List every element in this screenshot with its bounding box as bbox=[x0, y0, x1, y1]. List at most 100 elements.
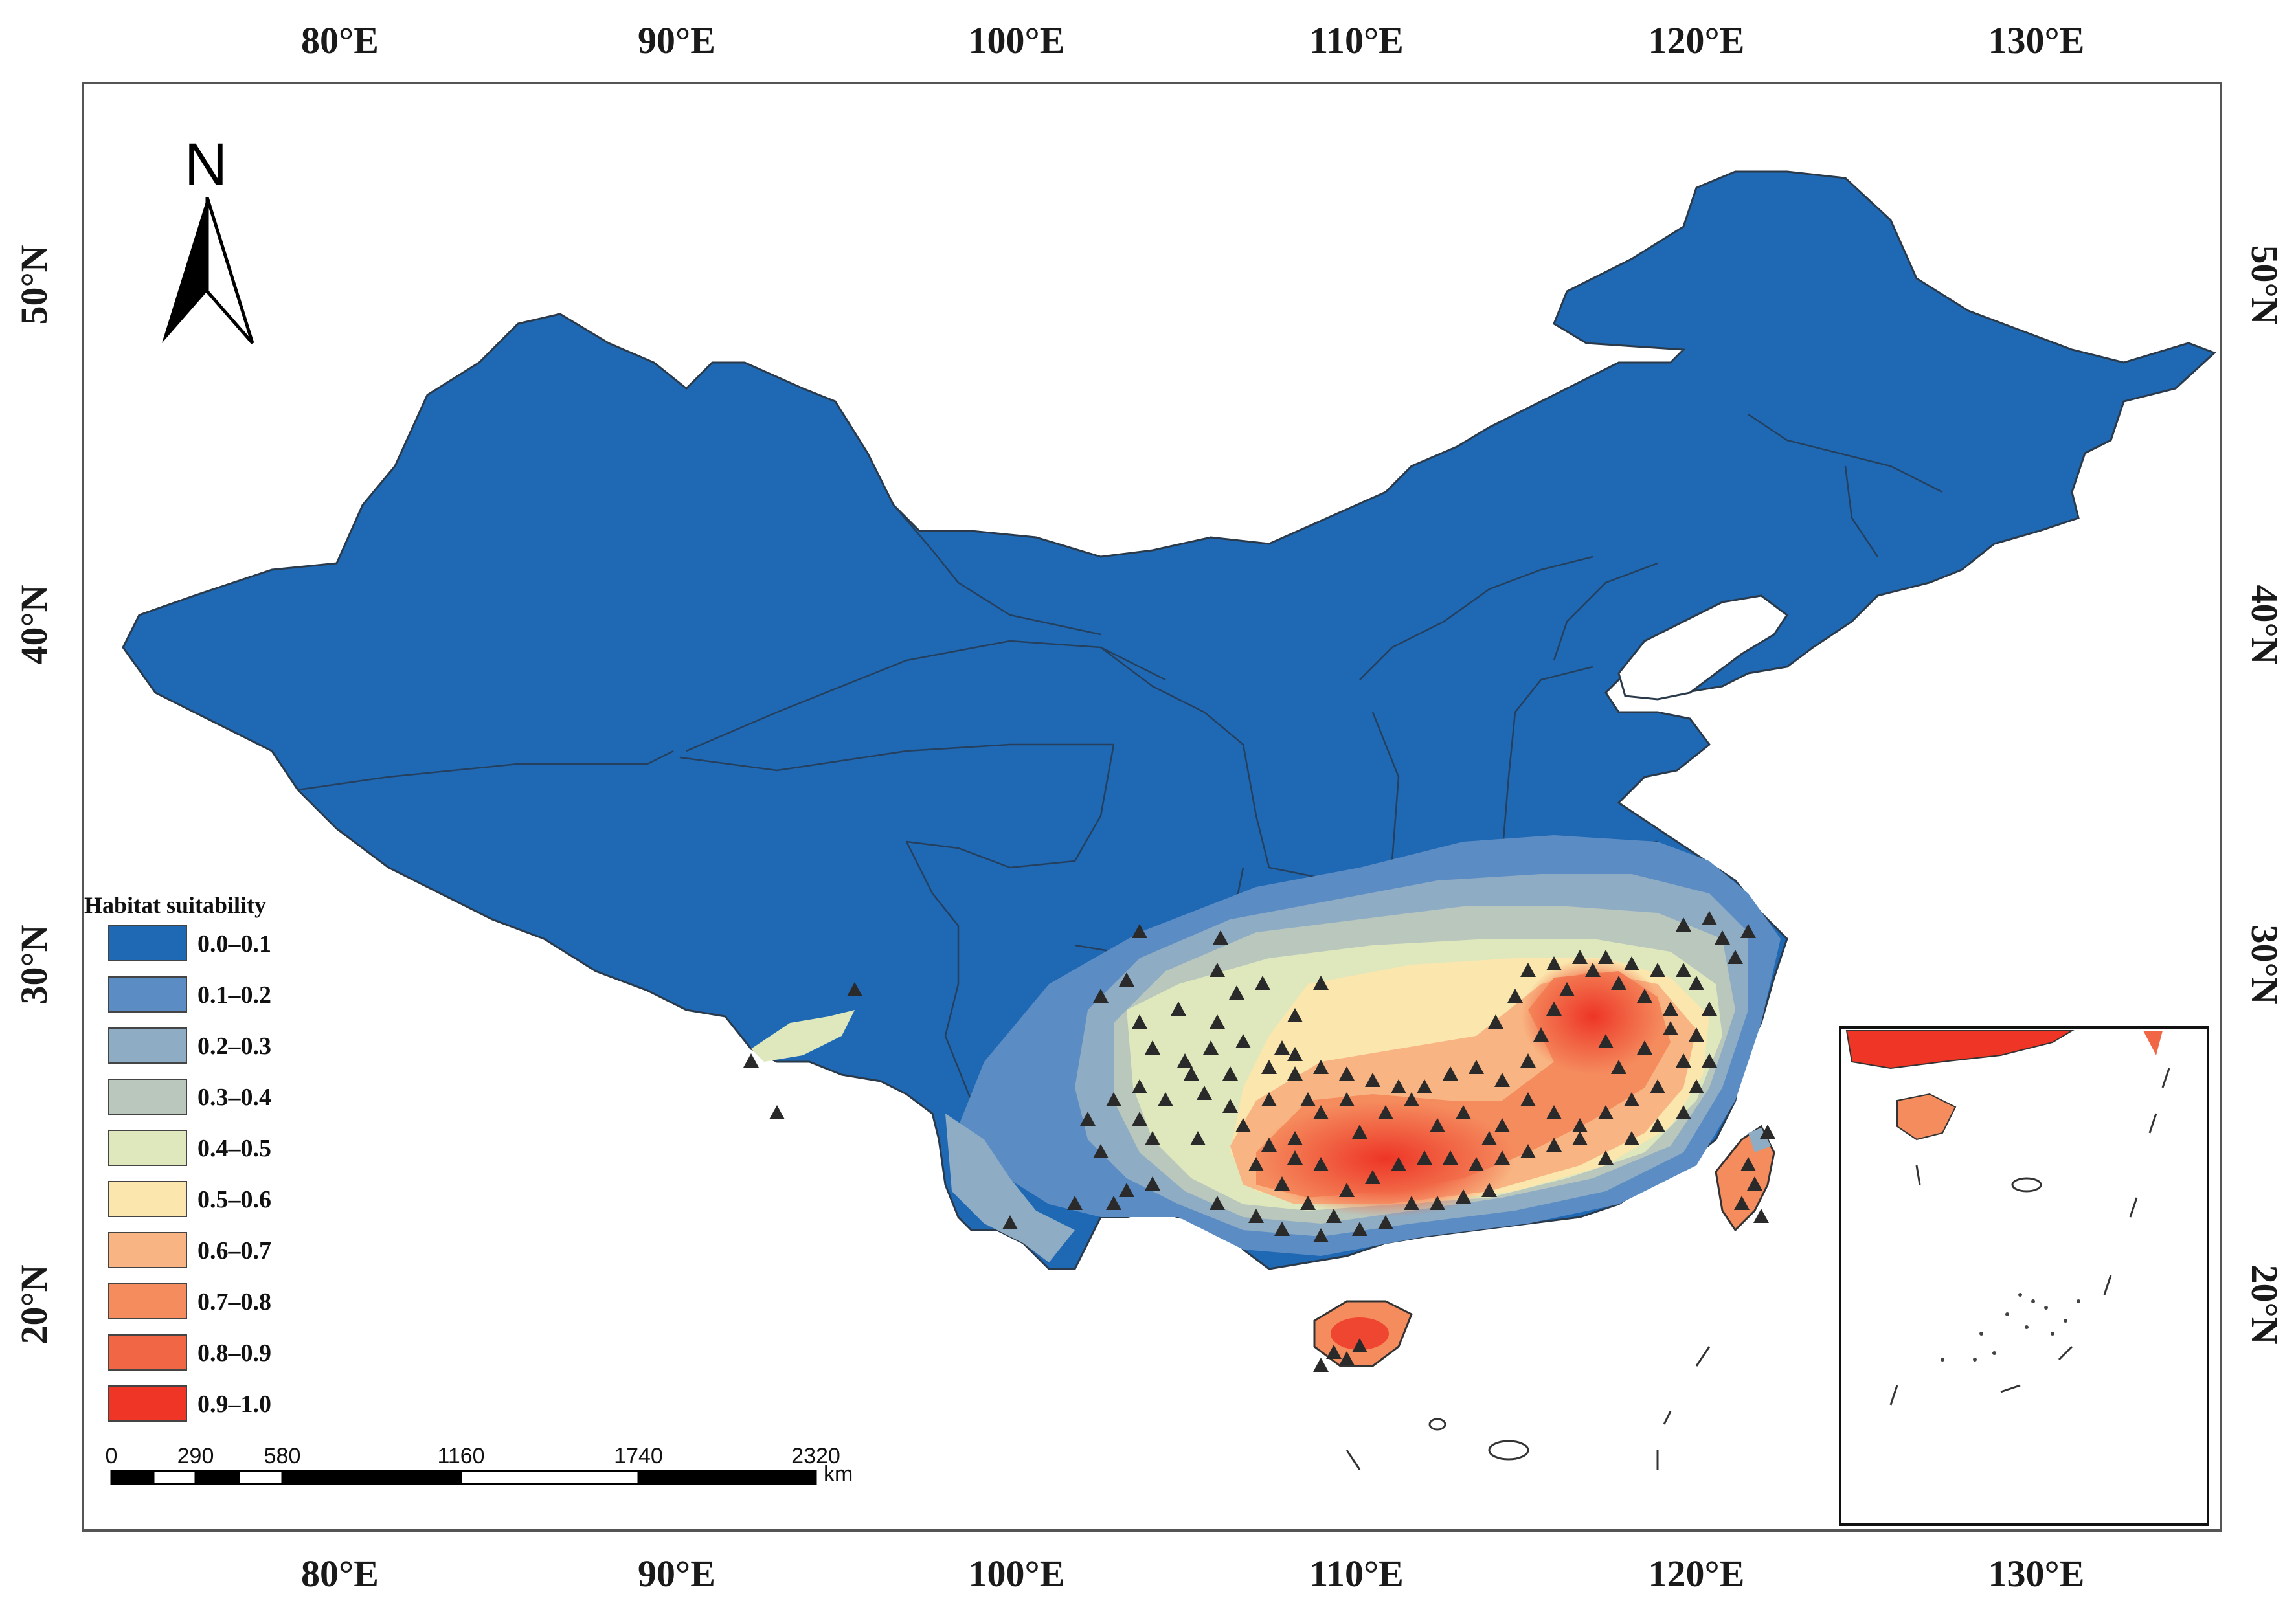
occurrence-triangle bbox=[1119, 1183, 1134, 1197]
occurrence-triangle bbox=[1145, 1040, 1160, 1055]
suitability-zones bbox=[751, 835, 1781, 1262]
occurrence-triangle bbox=[1676, 1105, 1691, 1119]
scale-tick-label: 290 bbox=[177, 1444, 214, 1468]
occurrence-triangle bbox=[1287, 1131, 1303, 1145]
sea-islands bbox=[1345, 1346, 1711, 1470]
occurrence-triangle bbox=[1313, 976, 1329, 990]
scale-unit: km bbox=[824, 1462, 853, 1486]
latitude-label-left: 50°N bbox=[13, 245, 55, 324]
bohai-sea bbox=[1617, 594, 1789, 701]
legend-label: 0.9–1.0 bbox=[197, 1391, 271, 1418]
occurrence-triangle bbox=[1213, 930, 1228, 945]
legend-swatch bbox=[108, 976, 187, 1013]
occurrence-triangle bbox=[1650, 1118, 1665, 1132]
longitude-label-bottom: 90°E bbox=[638, 1552, 715, 1595]
latitude-label-left: 30°N bbox=[13, 925, 55, 1004]
occurrence-triangle bbox=[1546, 1138, 1562, 1152]
occurrence-triangle bbox=[1443, 1066, 1458, 1081]
occurrence-triangle bbox=[1313, 1358, 1329, 1372]
occurrence-triangle bbox=[1313, 1060, 1329, 1074]
occurrence-triangle bbox=[1235, 1034, 1251, 1048]
occurrence-triangle bbox=[1326, 1345, 1342, 1359]
scale-segment bbox=[110, 1470, 155, 1485]
occurrence-triangle bbox=[1494, 1073, 1510, 1087]
legend-swatch bbox=[108, 1130, 187, 1166]
occurrence-triangle bbox=[1740, 1157, 1756, 1171]
occurrence-triangle bbox=[1274, 1222, 1290, 1236]
occurrence-triangle bbox=[1456, 1189, 1471, 1204]
longitude-label-top: 130°E bbox=[1988, 19, 2085, 62]
occurrence-triangle bbox=[1559, 982, 1575, 996]
occurrence-triangle bbox=[1546, 1002, 1562, 1016]
occurrence-triangle bbox=[1248, 1209, 1264, 1223]
occurrence-triangle bbox=[1210, 1014, 1225, 1029]
occurrence-triangle bbox=[1248, 1157, 1264, 1171]
occurrence-triangle bbox=[1255, 976, 1270, 990]
occurrence-triangle bbox=[1469, 1157, 1484, 1171]
occurrence-triangle bbox=[1572, 1118, 1588, 1132]
occurrence-triangle bbox=[1339, 1183, 1355, 1197]
occurrence-triangle bbox=[1430, 1196, 1445, 1210]
occurrence-triangle bbox=[1274, 1176, 1290, 1191]
occurrence-triangle bbox=[1404, 1196, 1419, 1210]
occurrence-triangle bbox=[1546, 1105, 1562, 1119]
occurrence-triangle bbox=[1132, 924, 1147, 938]
latitude-labels-right: 50°N 40°N 30°N 20°N bbox=[2244, 245, 2286, 1344]
legend-swatch bbox=[108, 1079, 187, 1115]
scale-tick-label: 580 bbox=[264, 1444, 301, 1468]
occurrence-triangle bbox=[1702, 911, 1717, 925]
legend-swatch bbox=[108, 1385, 187, 1422]
legend-label: 0.4–0.5 bbox=[197, 1135, 271, 1162]
occurrence-triangle bbox=[1689, 1027, 1704, 1042]
occurrence-triangle bbox=[1067, 1196, 1083, 1210]
occurrence-triangle bbox=[1572, 1131, 1588, 1145]
occurrence-triangle bbox=[1702, 1053, 1717, 1068]
occurrence-triangle bbox=[1637, 1040, 1652, 1055]
occurrence-triangle bbox=[1650, 1079, 1665, 1093]
scale-tick-label: 0 bbox=[106, 1444, 118, 1468]
occurrence-triangle bbox=[1728, 950, 1743, 964]
occurrence-triangle bbox=[1624, 1092, 1639, 1106]
occurrence-triangle bbox=[1520, 1053, 1536, 1068]
scale-tick-label: 1160 bbox=[437, 1444, 484, 1468]
occurrence-triangle bbox=[1494, 1150, 1510, 1165]
occurrence-triangle bbox=[1689, 1079, 1704, 1093]
occurrence-triangle bbox=[1611, 976, 1626, 990]
occurrence-triangle bbox=[1287, 1008, 1303, 1022]
occurrence-triangle bbox=[1132, 1112, 1147, 1126]
occurrence-triangle bbox=[1676, 917, 1691, 932]
longitude-label-bottom: 100°E bbox=[969, 1552, 1065, 1595]
occurrence-triangle bbox=[1300, 1092, 1316, 1106]
occurrence-triangle bbox=[1533, 1027, 1549, 1042]
longitude-label-top: 110°E bbox=[1309, 19, 1404, 62]
latitude-label-right: 50°N bbox=[2244, 245, 2286, 324]
occurrence-triangle bbox=[1339, 1066, 1355, 1081]
occurrence-triangle bbox=[1184, 1066, 1199, 1081]
occurrence-triangle bbox=[1106, 1196, 1121, 1210]
occurrence-triangle bbox=[1572, 950, 1588, 964]
occurrence-triangle bbox=[1650, 963, 1665, 977]
legend-label: 0.8–0.9 bbox=[197, 1339, 271, 1367]
scale-segment bbox=[460, 1470, 640, 1485]
scale-segment bbox=[637, 1470, 817, 1485]
occurrence-triangle bbox=[1106, 1092, 1121, 1106]
longitude-label-bottom: 120°E bbox=[1649, 1552, 1745, 1595]
occurrence-triangle bbox=[1520, 963, 1536, 977]
occurrence-triangle bbox=[1702, 1002, 1717, 1016]
scale-bar: 0 290 580 1160 1740 2320 km bbox=[106, 1444, 853, 1486]
occurrence-triangle bbox=[1222, 1099, 1238, 1113]
latitude-labels-left: 50°N 40°N 30°N 20°N bbox=[13, 245, 55, 1344]
occurrence-triangle bbox=[1352, 1125, 1367, 1139]
occurrence-triangle bbox=[1222, 1066, 1238, 1081]
legend-swatch bbox=[108, 1334, 187, 1371]
occurrence-triangle bbox=[1365, 1073, 1380, 1087]
occurrence-triangle bbox=[1197, 1086, 1212, 1100]
occurrence-triangle bbox=[1663, 1021, 1678, 1035]
latitude-label-left: 40°N bbox=[13, 585, 55, 664]
legend-swatch bbox=[108, 1232, 187, 1268]
occurrence-triangle bbox=[1261, 1138, 1277, 1152]
occurrence-triangle bbox=[743, 1053, 759, 1068]
occurrence-triangle bbox=[1391, 1079, 1406, 1093]
occurrence-triangle bbox=[1430, 1118, 1445, 1132]
occurrence-triangle bbox=[1507, 989, 1523, 1003]
